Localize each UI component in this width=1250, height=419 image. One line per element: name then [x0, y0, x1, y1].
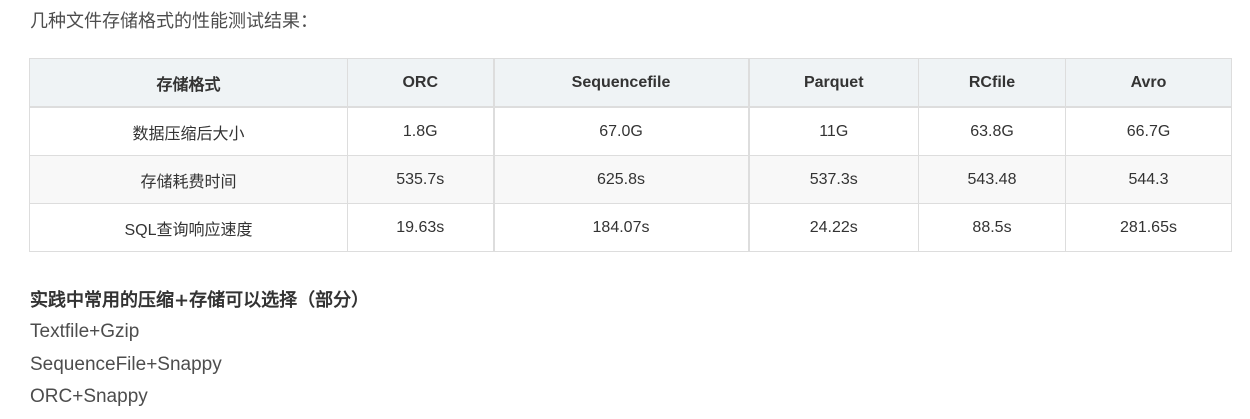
- header-parquet: Parquet: [747, 58, 919, 108]
- table-cell: 543.48: [918, 155, 1066, 204]
- recommendation-list: 实践中常用的压缩+存储可以选择（部分） Textfile+Gzip Sequen…: [30, 286, 369, 414]
- table-cell: 11G: [747, 106, 919, 156]
- table-cell: 1.8G: [347, 106, 494, 156]
- row-label: 存储耗费时间: [29, 155, 348, 204]
- table-row: SQL查询响应速度 19.63s 184.07s 24.22s 88.5s 28…: [29, 203, 1232, 252]
- table-cell: 184.07s: [492, 203, 749, 252]
- table-cell: 544.3: [1065, 155, 1232, 204]
- list-item: Textfile+Gzip: [30, 321, 140, 342]
- table-cell: 537.3s: [747, 155, 919, 204]
- table-cell: 281.65s: [1065, 203, 1232, 252]
- header-avro: Avro: [1065, 58, 1232, 108]
- header-sequencefile: Sequencefile: [492, 58, 749, 108]
- table-header-row: 存储格式 ORC Sequencefile Parquet RCfile Avr…: [29, 58, 1232, 108]
- header-rcfile: RCfile: [918, 58, 1066, 108]
- list-item: ORC+Snappy: [30, 386, 148, 407]
- table-cell: 24.22s: [747, 203, 919, 252]
- table-cell: 63.8G: [918, 106, 1066, 156]
- table-row: 存储耗费时间 535.7s 625.8s 537.3s 543.48 544.3: [29, 155, 1232, 204]
- table-cell: 66.7G: [1065, 106, 1232, 156]
- table-cell: 88.5s: [918, 203, 1066, 252]
- performance-table: 存储格式 ORC Sequencefile Parquet RCfile Avr…: [29, 58, 1232, 252]
- table-cell: 535.7s: [347, 155, 494, 204]
- table-row: 数据压缩后大小 1.8G 67.0G 11G 63.8G 66.7G: [29, 106, 1232, 156]
- header-format: 存储格式: [29, 58, 348, 108]
- table-cell: 67.0G: [492, 106, 749, 156]
- recommendation-heading: 实践中常用的压缩+存储可以选择（部分）: [30, 290, 370, 311]
- intro-text: 几种文件存储格式的性能测试结果：: [30, 11, 318, 32]
- row-label: 数据压缩后大小: [29, 106, 348, 156]
- header-orc: ORC: [347, 58, 494, 108]
- table-cell: 625.8s: [492, 155, 749, 204]
- row-label: SQL查询响应速度: [29, 203, 348, 252]
- list-item: SequenceFile+Snappy: [30, 353, 222, 375]
- table-cell: 19.63s: [347, 203, 494, 252]
